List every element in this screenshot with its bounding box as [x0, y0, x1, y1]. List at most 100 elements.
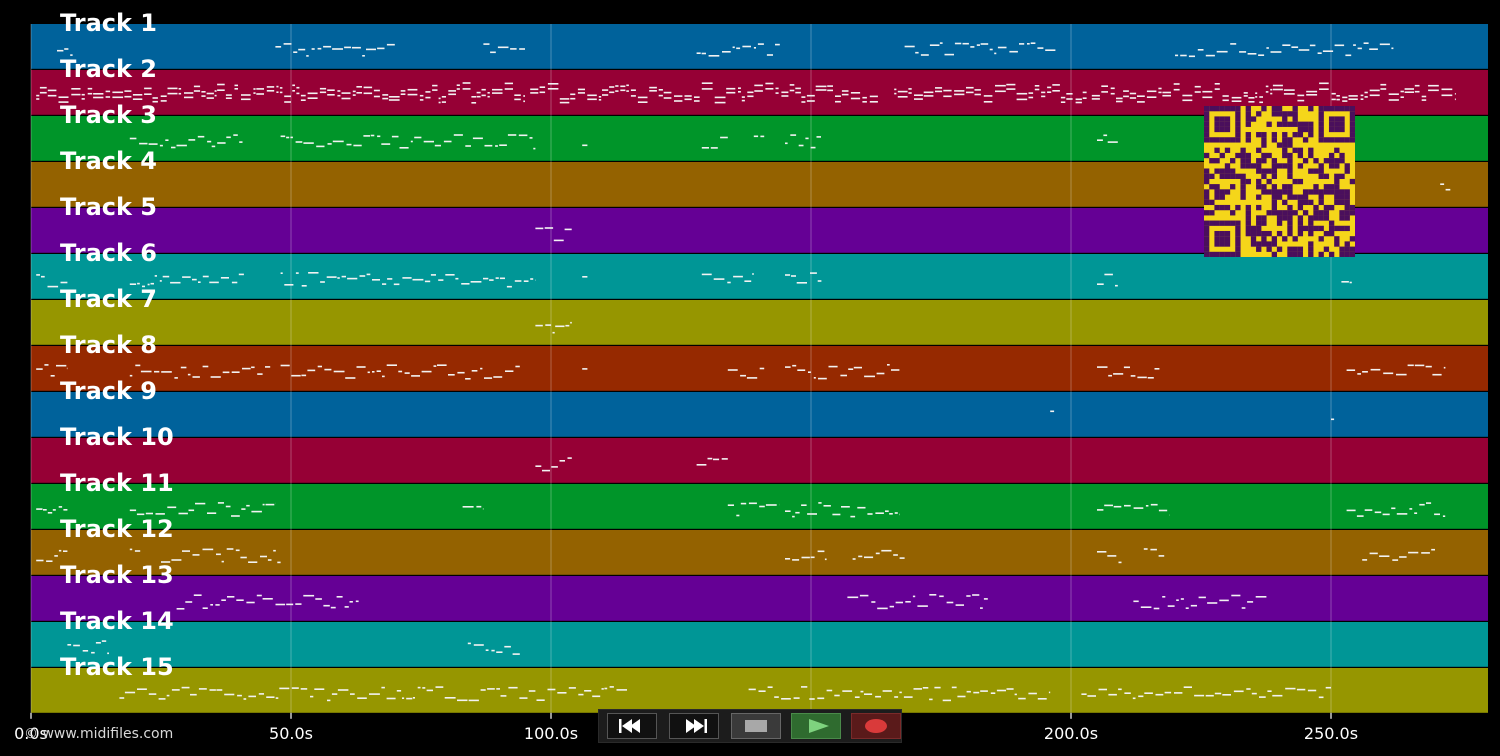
note-cluster [785, 550, 827, 561]
note-cluster [1097, 134, 1118, 143]
note-cluster [696, 457, 728, 466]
note-cluster [67, 640, 109, 655]
note-cluster [727, 502, 780, 517]
track-label: Track 4 [60, 147, 157, 175]
track-label: Track 9 [60, 377, 157, 405]
time-tick-label: 50.0s [269, 724, 313, 743]
note-cluster [785, 364, 900, 380]
fast-forward-button[interactable] [669, 713, 719, 739]
note-cluster [701, 273, 754, 284]
play-icon [809, 719, 829, 733]
note-cluster [904, 42, 1056, 56]
note-cluster [36, 274, 68, 288]
track-label: Track 2 [60, 55, 157, 83]
track-lane[interactable] [31, 254, 1488, 299]
note-cluster [1097, 503, 1170, 516]
note-cluster [753, 135, 765, 138]
note-cluster [1081, 686, 1331, 700]
rewind-icon [619, 719, 640, 733]
fast-forward-icon [686, 719, 707, 733]
track-label: Track 5 [60, 193, 157, 221]
note-cluster [36, 364, 68, 377]
record-icon [865, 719, 887, 733]
note-cluster [535, 227, 572, 242]
track-lane[interactable] [31, 24, 1488, 69]
note-cluster [785, 502, 900, 518]
note-cluster [1050, 410, 1055, 413]
note-cluster [530, 82, 878, 104]
time-tick-label: 250.0s [1304, 724, 1358, 743]
note-cluster [36, 82, 525, 104]
note-cluster [462, 505, 484, 510]
note-cluster [1097, 551, 1122, 564]
note-cluster [36, 549, 68, 562]
track-lane[interactable] [31, 576, 1488, 621]
track-label: Track 7 [60, 285, 157, 313]
note-cluster [1133, 594, 1267, 610]
stop-icon [745, 720, 767, 732]
note-cluster [852, 549, 905, 560]
note-cluster [727, 367, 765, 379]
note-cluster [1175, 42, 1394, 58]
stop-button[interactable] [731, 713, 781, 739]
track-label: Track 6 [60, 239, 157, 267]
note-cluster [1091, 82, 1456, 104]
note-cluster [129, 273, 244, 288]
note-cluster [1440, 183, 1451, 191]
track-label: Track 15 [60, 653, 174, 681]
note-cluster [582, 276, 588, 278]
note-cluster [785, 134, 821, 149]
note-cluster [275, 43, 395, 57]
track-label: Track 1 [60, 9, 157, 37]
qr-code [1204, 106, 1356, 258]
time-tick-label: 0.0s [14, 724, 48, 743]
track-lane[interactable] [31, 346, 1488, 391]
play-button[interactable] [791, 713, 841, 739]
note-cluster [785, 272, 822, 284]
note-cluster [1331, 418, 1335, 421]
note-cluster [582, 144, 588, 147]
note-cluster [894, 83, 1087, 104]
transport-controls [598, 709, 902, 743]
track-label: Track 3 [60, 101, 157, 129]
track-label: Track 10 [60, 423, 174, 451]
note-cluster [1143, 548, 1165, 557]
note-cluster [696, 43, 780, 57]
note-cluster [1097, 366, 1160, 379]
note-cluster [1097, 273, 1118, 287]
note-cluster [161, 548, 281, 564]
note-cluster [280, 272, 536, 288]
track-label: Track 12 [60, 515, 174, 543]
note-cluster [701, 136, 728, 149]
rewind-button[interactable] [607, 713, 657, 739]
track-label: Track 11 [60, 469, 174, 497]
track-label: Track 13 [60, 561, 174, 589]
note-cluster [1362, 548, 1435, 561]
track-lane[interactable] [31, 530, 1488, 575]
note-cluster [535, 321, 572, 334]
track-lane[interactable] [31, 300, 1488, 345]
note-cluster [467, 642, 520, 655]
track-lane[interactable] [31, 392, 1488, 437]
time-tick-label: 200.0s [1044, 724, 1098, 743]
track-label: Track 14 [60, 607, 174, 635]
note-cluster [36, 506, 68, 514]
track-label: Track 8 [60, 331, 157, 359]
note-cluster [748, 686, 1051, 702]
note-cluster [582, 368, 588, 370]
note-cluster [280, 364, 520, 380]
track-lane[interactable] [31, 622, 1488, 667]
qr-code-icon [1204, 106, 1356, 258]
copyright-text: © www.midifiles.com [24, 726, 174, 742]
note-cluster [280, 134, 536, 150]
note-cluster [483, 43, 525, 54]
note-cluster [847, 594, 988, 610]
note-cluster [129, 364, 271, 379]
track-lane[interactable] [31, 438, 1488, 483]
record-button[interactable] [851, 713, 901, 739]
note-cluster [176, 594, 359, 610]
note-cluster [1341, 281, 1352, 284]
note-cluster [1346, 502, 1446, 517]
note-cluster [1346, 364, 1446, 376]
note-cluster [57, 48, 73, 56]
